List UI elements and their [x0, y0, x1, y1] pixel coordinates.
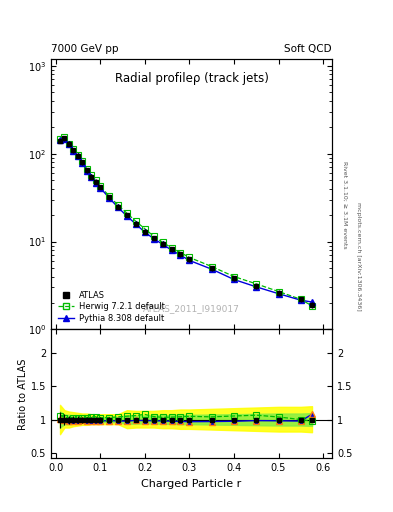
Y-axis label: Ratio to ATLAS: Ratio to ATLAS [18, 358, 28, 430]
Text: mcplots.cern.ch [arXiv:1306.3436]: mcplots.cern.ch [arXiv:1306.3436] [356, 202, 361, 310]
Text: 7000 GeV pp: 7000 GeV pp [51, 44, 119, 54]
Text: Rivet 3.1.10; ≥ 3.1M events: Rivet 3.1.10; ≥ 3.1M events [343, 161, 348, 249]
Legend: ATLAS, Herwig 7.2.1 default, Pythia 8.308 default: ATLAS, Herwig 7.2.1 default, Pythia 8.30… [55, 288, 167, 325]
X-axis label: Charged Particle r: Charged Particle r [141, 479, 242, 488]
Text: Radial profileρ (track jets): Radial profileρ (track jets) [115, 72, 268, 86]
Text: Soft QCD: Soft QCD [285, 44, 332, 54]
Text: ATLAS_2011_I919017: ATLAS_2011_I919017 [143, 304, 240, 313]
